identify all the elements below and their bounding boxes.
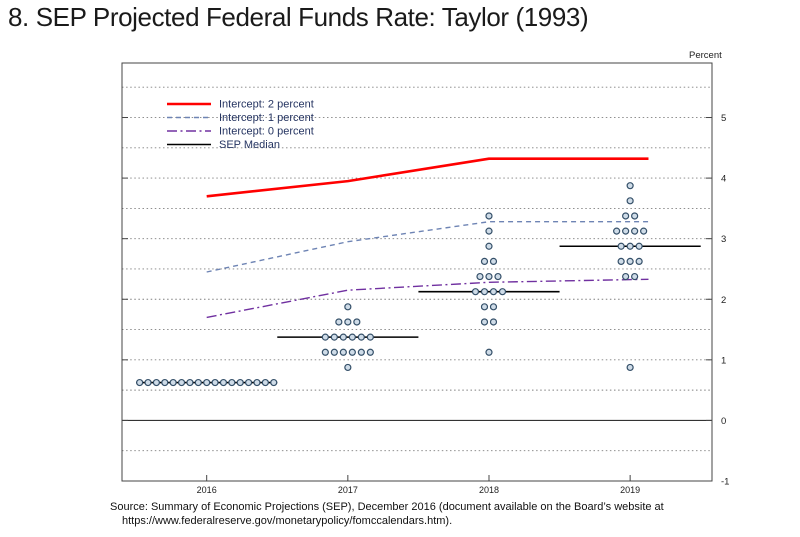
participant-dot [485,348,493,356]
participant-dot [480,318,489,326]
participant-dot [631,272,639,281]
participant-dot [626,242,634,250]
participant-dot [480,257,489,265]
x-tick-label: 2017 [338,485,358,495]
gridlines [122,86,712,452]
source-note: Source: Summary of Economic Projections … [110,500,664,528]
participant-dot [330,348,338,356]
y-axis-unit-label: Percent [689,50,722,61]
participant-dot [617,242,625,250]
participant-dot [622,212,630,220]
participant-dot [136,378,144,387]
x-tick-label: 2016 [197,485,217,495]
plot-border [121,62,713,482]
participant-dot [330,333,338,341]
y-tick-label: -1 [721,477,729,488]
participant-dot [152,378,161,387]
participant-dot [617,257,625,265]
y-tick-label: 3 [721,234,726,245]
participant-dot [253,378,261,387]
participant-dot [626,363,634,372]
y-tick-label: 1 [721,355,726,366]
series-line-1 [206,221,649,273]
series-line-0 [206,157,649,198]
x-tick-label: 2019 [620,485,640,495]
participant-dot [489,257,498,265]
participant-dot [622,272,630,281]
y-tick-label: 0 [721,416,726,427]
participant-dot [228,378,236,387]
participant-dot [485,212,493,220]
participant-dot [480,303,489,311]
participant-dot [194,378,202,387]
participant-dot [321,348,329,356]
participant-dot [144,378,152,387]
participant-dot [177,378,186,387]
participant-dot [344,303,352,311]
participant-dot [494,272,502,281]
participant-dot [211,378,219,387]
participant-dot [489,318,498,326]
participant-dot [339,333,347,341]
participant-dot [236,378,244,387]
participant-dot [471,288,480,296]
participant-dot [485,227,493,235]
participant-dot [270,378,278,387]
dot-plot [136,182,648,387]
participant-dot [489,288,498,296]
source-line-2: https://www.federalreserve.gov/monetaryp… [122,515,453,527]
participant-dot [626,257,634,265]
participant-dot [498,288,507,296]
participant-dot [357,333,365,341]
participant-dot [613,227,621,235]
participant-dot [357,348,365,356]
participant-dot [339,348,347,356]
participant-dot [631,227,639,235]
y-tick-label: 4 [721,174,726,185]
participant-dot [161,378,169,387]
participant-dot [244,378,253,387]
participant-dot [261,378,269,387]
participant-dot [626,197,634,205]
participant-dot [631,212,639,220]
participant-dot [344,363,352,372]
participant-dot [489,303,498,311]
participant-dot [321,333,329,341]
legend-label: Intercept: 1 percent [219,112,314,124]
participant-dot [366,348,374,356]
participant-dot [635,257,643,265]
participant-dot [626,182,634,190]
y-tick-label: 5 [721,113,726,124]
participant-dot [348,333,356,341]
participant-dot [203,378,211,387]
participant-dot [353,318,361,326]
participant-dot [485,242,493,250]
participant-dot [348,348,356,356]
participant-dot [622,227,630,235]
legend-label: Intercept: 0 percent [219,126,314,138]
page-title: 8. SEP Projected Federal Funds Rate: Tay… [8,2,589,32]
source-line-1: Source: Summary of Economic Projections … [110,501,664,513]
participant-dot [335,318,343,326]
legend-label: SEP Median [219,139,280,151]
participant-dot [480,288,489,296]
y-tick-label: 2 [721,295,726,306]
participant-dot [635,242,643,250]
participant-dot [344,318,352,326]
legend-label: Intercept: 2 percent [219,99,314,111]
participant-dot [485,272,493,281]
x-tick-label: 2018 [479,485,499,495]
participant-dot [219,378,228,387]
participant-dot [169,378,177,387]
participant-dot [186,378,194,387]
participant-dot [640,227,648,235]
participant-dot [366,333,374,341]
series-line-2 [206,278,649,319]
participant-dot [476,272,484,281]
